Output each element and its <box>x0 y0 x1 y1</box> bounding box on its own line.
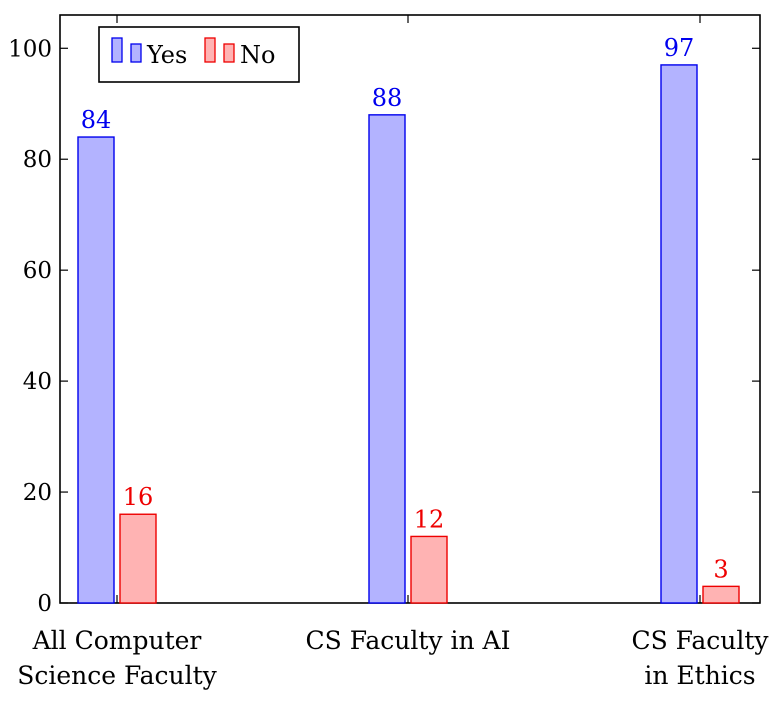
data-label-no: 3 <box>713 555 728 583</box>
y-tick-label: 100 <box>8 36 52 62</box>
bars <box>77 64 740 604</box>
legend-label-no: No <box>240 41 275 69</box>
legend-swatch-yes <box>130 43 142 63</box>
y-tick-label: 60 <box>23 258 52 284</box>
plot-frame <box>59 14 761 604</box>
y-tick-label: 80 <box>23 147 52 173</box>
y-axis: 0 20 40 60 80 100 <box>8 36 760 617</box>
legend-swatch-no <box>223 43 235 63</box>
bar-yes <box>77 136 115 604</box>
x-tick-label: All Computer <box>32 626 202 655</box>
y-tick-label: 40 <box>23 369 52 395</box>
legend-label-yes: Yes <box>146 41 187 69</box>
x-axis: All Computer Science Faculty CS Faculty in… <box>17 15 769 690</box>
bar-no <box>410 535 448 604</box>
data-label-yes: 97 <box>664 34 695 62</box>
bar-no <box>702 585 740 604</box>
data-labels: 84 88 97 16 12 3 <box>81 34 729 583</box>
bar-yes <box>660 64 698 604</box>
bar-no <box>119 513 157 604</box>
legend: Yes No <box>98 26 300 83</box>
y-tick-label: 20 <box>23 480 52 506</box>
data-label-yes: 88 <box>372 84 403 112</box>
data-label-yes: 84 <box>81 106 112 134</box>
legend-swatch-no <box>204 37 216 63</box>
bar-yes <box>368 114 406 604</box>
legend-swatch-yes <box>111 37 123 63</box>
x-tick-label: Science Faculty <box>17 661 217 690</box>
x-tick-label: CS Faculty in AI <box>306 626 511 655</box>
x-tick-label: in Ethics <box>644 661 755 690</box>
data-label-no: 12 <box>414 505 445 533</box>
data-label-no: 16 <box>123 483 154 511</box>
x-tick-label: CS Faculty <box>631 626 769 655</box>
y-tick-label: 0 <box>37 591 52 617</box>
